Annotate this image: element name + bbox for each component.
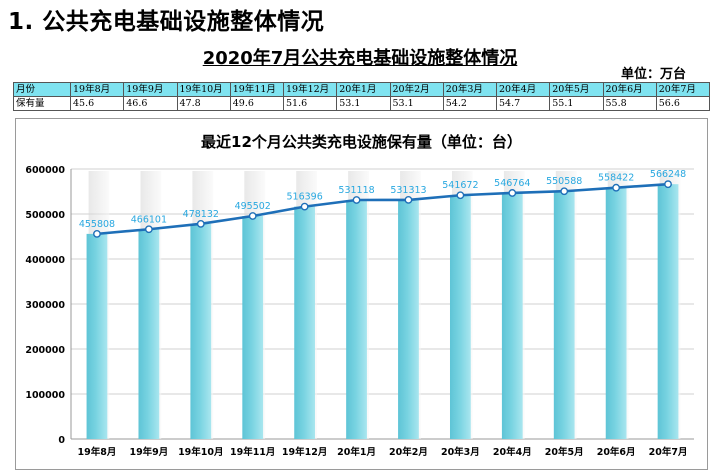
- table-cell-value: 46.6: [123, 96, 178, 111]
- chart-title: 最近12个月公共类充电设施保有量（单位：台）: [201, 133, 522, 151]
- data-table: 月份 19年8月 19年9月 19年10月 19年11月 19年12月 20年1月 20年2…: [13, 82, 711, 111]
- chart-panel: 最近12个月公共类充电设施保有量（单位：台） 0 100000 200000 3000…: [15, 118, 708, 470]
- table-cell-month: 20年5月: [549, 82, 604, 97]
- data-label: 566248: [650, 169, 686, 180]
- table-cell-value: 54.7: [495, 96, 551, 111]
- bar: [190, 223, 212, 439]
- data-label: 531313: [390, 185, 426, 196]
- data-label: 495502: [235, 201, 271, 212]
- x-tick-label: 20年5月: [545, 446, 584, 458]
- table-cell-month: 19年10月: [176, 82, 231, 97]
- table-cell-value: 56.6: [655, 96, 711, 111]
- unit-label: 单位：万台: [620, 67, 686, 82]
- bar: [605, 187, 627, 439]
- y-tick-label: 600000: [25, 165, 65, 176]
- table-row-months: 月份 19年8月 19年9月 19年10月 19年11月 19年12月 20年1月 20年2…: [13, 82, 711, 97]
- data-label: 455808: [79, 219, 115, 230]
- x-tick-label: 20年1月: [337, 446, 376, 458]
- x-tick-label: 20年4月: [493, 446, 532, 458]
- table-cell-value: 55.1: [549, 96, 604, 111]
- data-label: 516396: [286, 192, 322, 203]
- data-label: 550588: [546, 176, 582, 187]
- bar: [346, 199, 367, 439]
- table-cell-month: 20年3月: [442, 82, 498, 97]
- table-cell-value: 47.8: [176, 96, 231, 111]
- x-tick-label: 19年8月: [78, 446, 117, 458]
- x-tick-label: 19年12月: [282, 446, 327, 458]
- table-cell-month: 19年9月: [123, 82, 178, 97]
- x-tick-label: 20年6月: [597, 446, 636, 458]
- bar: [657, 184, 679, 439]
- page-heading: 1. 公共充电基础设施整体情况: [8, 9, 325, 35]
- table-cell-month: 20年7月: [655, 82, 711, 97]
- y-tick-label: 500000: [25, 210, 65, 221]
- table-cell-value: 55.8: [602, 96, 657, 111]
- table-cell-value: 53.1: [336, 96, 391, 111]
- bar: [449, 195, 471, 439]
- x-tick-label: 20年3月: [441, 446, 480, 458]
- data-label: 541672: [442, 180, 478, 191]
- table-cell-month: 20年6月: [602, 82, 657, 97]
- table-cell-value: 45.6: [69, 96, 125, 111]
- x-tick-label: 20年7月: [649, 446, 688, 458]
- data-point: [456, 191, 465, 200]
- x-tick-label: 19年11月: [230, 446, 275, 458]
- bar: [501, 192, 523, 439]
- y-tick-label: 400000: [25, 255, 65, 266]
- y-tick-label: 100000: [25, 390, 65, 401]
- data-label: 466101: [131, 214, 167, 225]
- data-point: [664, 180, 672, 189]
- table-cell-value: 51.6: [282, 96, 338, 111]
- bar: [553, 191, 575, 439]
- bar: [242, 216, 264, 439]
- bar: [398, 199, 419, 439]
- x-tick-label: 20年2月: [389, 446, 428, 458]
- table-cell-value: 53.1: [389, 96, 444, 111]
- data-label: 531118: [338, 185, 374, 196]
- table-cell-month: 19年11月: [229, 82, 285, 97]
- x-tick-label: 19年9月: [129, 446, 168, 458]
- data-point: [93, 229, 101, 238]
- data-point: [196, 219, 205, 228]
- series-line: [96, 182, 669, 236]
- data-label: 478132: [183, 209, 219, 220]
- bar: [294, 206, 316, 439]
- data-point: [508, 189, 517, 197]
- bar-line-chart: 0 100000 200000 300000 400000 500000 600000 19年…: [25, 165, 694, 458]
- table-title: 2020年7月公共充电基础设施整体情况: [202, 48, 518, 69]
- table-cell-month: 20年1月: [336, 82, 391, 97]
- y-tick-label: 0: [58, 435, 65, 446]
- data-point: [300, 202, 309, 211]
- y-tick-label: 200000: [25, 345, 65, 356]
- table-cell-value: 54.2: [442, 96, 498, 111]
- row-header-month: 月份: [13, 82, 71, 97]
- table-cell-value: 49.6: [229, 96, 285, 111]
- table-cell-month: 19年8月: [69, 82, 125, 97]
- data-label: 558422: [598, 173, 634, 184]
- table-cell-month: 20年2月: [389, 82, 444, 97]
- table-cell-month: 19年12月: [282, 82, 338, 97]
- bar: [86, 233, 108, 439]
- data-point: [248, 212, 257, 220]
- data-label: 546764: [494, 178, 530, 189]
- data-point: [352, 196, 361, 204]
- row-header-value: 保有量: [13, 96, 71, 111]
- data-point: [560, 187, 569, 196]
- y-tick-label: 300000: [25, 300, 65, 311]
- table-cell-month: 20年4月: [495, 82, 551, 97]
- x-tick-label: 19年10月: [178, 446, 223, 458]
- table-row-values: 保有量 45.6 46.6 47.8 49.6 51.6 53.1 53.1 54.2 54.7…: [13, 96, 711, 111]
- data-point: [404, 196, 413, 204]
- bar: [138, 229, 160, 439]
- data-point: [144, 225, 153, 234]
- data-point: [612, 183, 621, 192]
